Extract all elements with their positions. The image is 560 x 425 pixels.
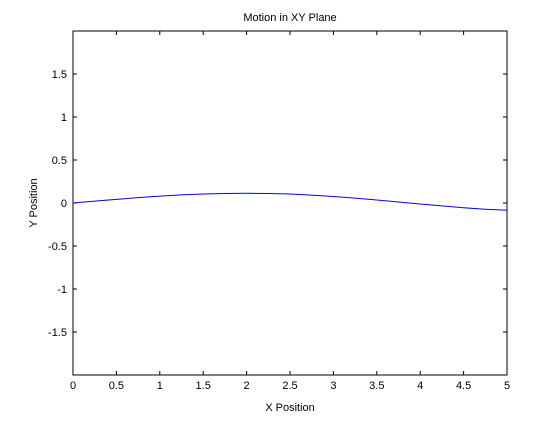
- x-tick-label: 3: [330, 380, 336, 392]
- y-tick-label: 0: [61, 198, 67, 210]
- y-tick-label: 1.5: [52, 69, 67, 81]
- y-tick-label: -0.5: [48, 241, 67, 253]
- ticks-layer: 0 0.5 1 1.5 2 2.5 3 3.5 4 4.5 5 -1.5 -1 -0.5 0 0.5 1 1.5: [48, 31, 510, 392]
- x-tick-label: 0.5: [109, 380, 124, 392]
- x-tick-label: 3.5: [369, 380, 384, 392]
- y-tick-label: 0.5: [52, 155, 67, 167]
- y-tick-label: 1: [61, 112, 67, 124]
- axes-box: [72, 30, 508, 376]
- x-tick-label: 4.5: [456, 380, 471, 392]
- x-tick-label: 0: [70, 380, 76, 392]
- y-tick-label: -1.5: [48, 327, 67, 339]
- series-layer: [72, 192, 508, 211]
- x-tick-label: 1: [157, 380, 163, 392]
- x-tick-label: 1.5: [196, 380, 211, 392]
- y-axis-label: Y Position: [28, 178, 40, 227]
- series-line-trajectory: [72, 192, 508, 211]
- y-tick-label: -1: [57, 284, 67, 296]
- x-axis-label: X Position: [265, 402, 315, 414]
- chart-title: Motion in XY Plane: [243, 12, 336, 24]
- x-tick-label: 5: [504, 380, 510, 392]
- x-tick-label: 4: [417, 380, 423, 392]
- x-tick-label: 2.5: [282, 380, 297, 392]
- x-tick-label: 2: [244, 380, 250, 392]
